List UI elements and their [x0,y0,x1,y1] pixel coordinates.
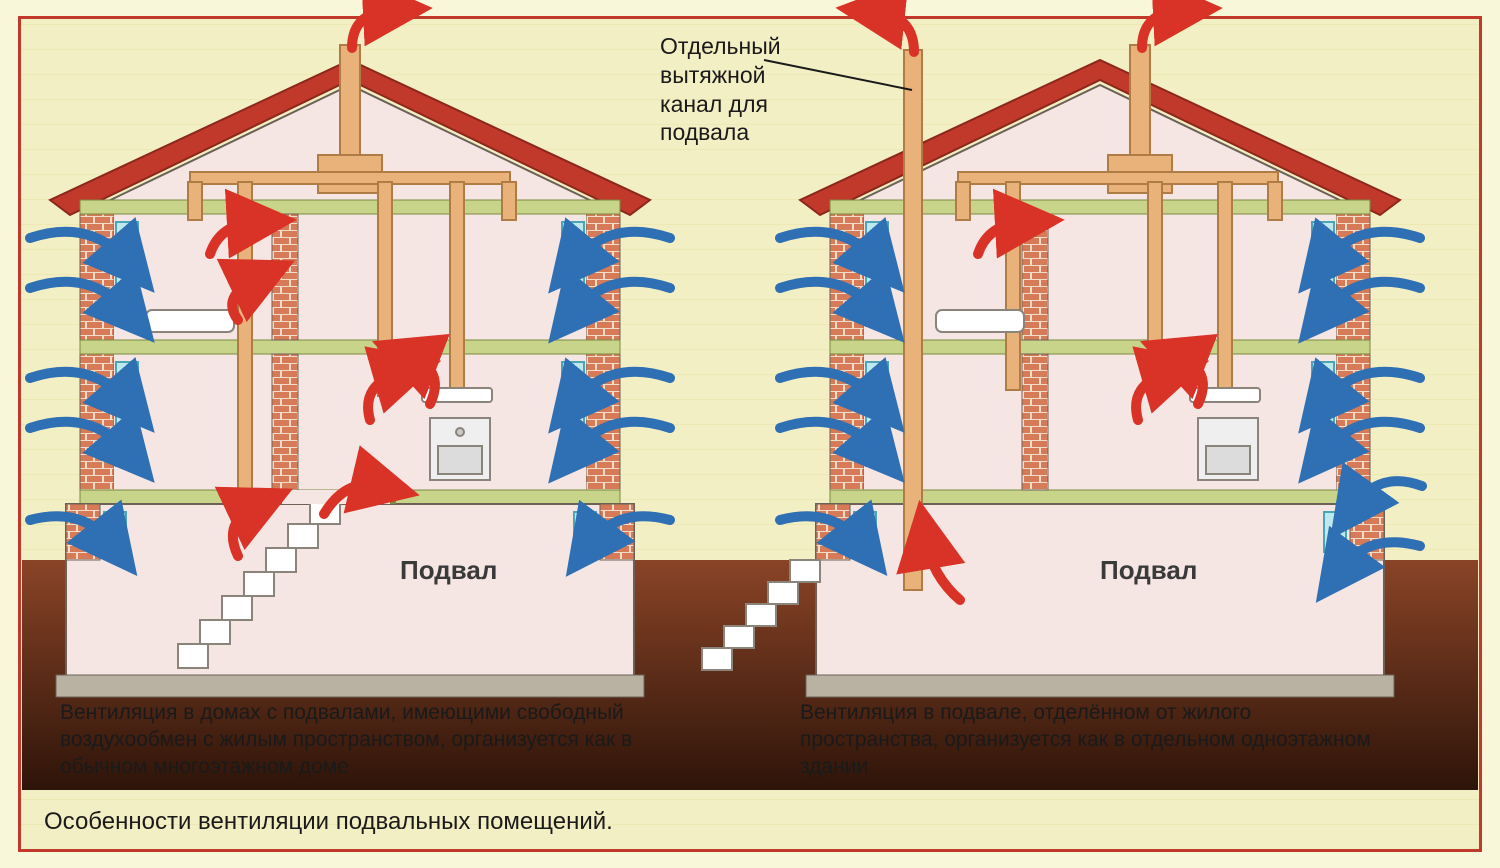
basement-label-2: Подвал [1100,555,1197,586]
house-1 [30,10,670,697]
separate-basement-duct [904,50,922,590]
caption-house-2: Вентиляция в подвале, отделённом от жило… [800,700,1390,781]
callout-separate-duct: Отдельный вытяжной канал для подвала [660,32,820,147]
basement-label-1: Подвал [400,555,497,586]
figure-title: Особенности вентиляции подвальных помеще… [44,808,613,836]
caption-house-1: Вентиляция в домах с подвалами, имеющими… [60,700,650,781]
